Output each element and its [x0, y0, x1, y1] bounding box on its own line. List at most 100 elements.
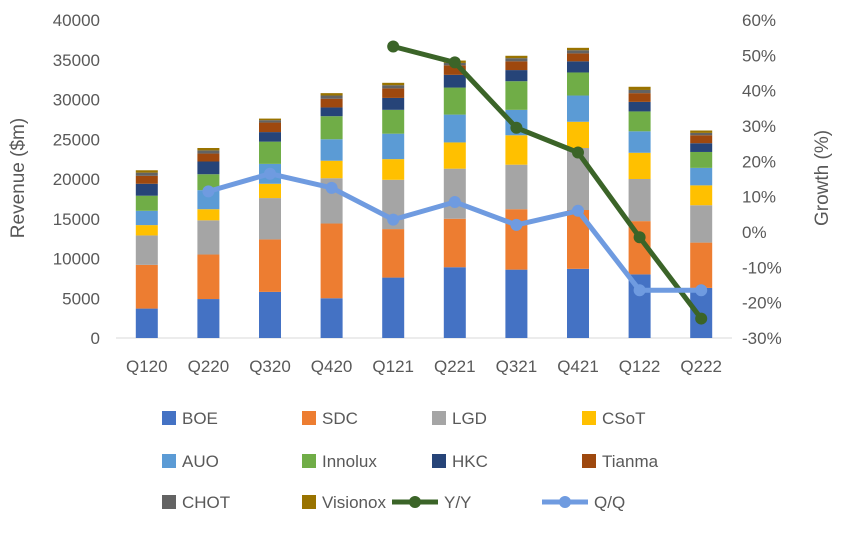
- bar-segment-boe: [320, 298, 343, 338]
- y-tick-label: 0: [91, 329, 100, 348]
- bar-segment-tianma: [690, 135, 713, 144]
- x-tick-label: Q220: [188, 357, 230, 376]
- bar-segment-auo: [567, 95, 589, 122]
- x-tick-label: Q321: [496, 357, 538, 376]
- y2-tick-label: -20%: [742, 294, 782, 313]
- bar-segment-innolux: [628, 111, 651, 132]
- y2-tick-label: -30%: [742, 329, 782, 348]
- x-tick-label: Q221: [434, 357, 476, 376]
- line-marker-qq: [325, 181, 338, 194]
- line-marker-qq: [264, 167, 276, 180]
- bar-segment-csot: [135, 225, 158, 236]
- legend-swatch: [582, 454, 596, 468]
- legend-label: SDC: [322, 409, 358, 428]
- y-tick-label: 15000: [53, 210, 100, 229]
- bar-segment-tianma: [505, 61, 528, 71]
- line-marker-yy: [572, 146, 584, 159]
- bar-segment-boe: [135, 308, 158, 338]
- bar-segment-sdc: [567, 210, 589, 269]
- bar-segment-csot: [443, 142, 466, 169]
- bar-segment-chot: [690, 132, 713, 136]
- legend-label: Y/Y: [444, 493, 471, 512]
- bar-segment-sdc: [320, 223, 343, 299]
- legend-label: Tianma: [602, 452, 659, 471]
- bar-segment-sdc: [628, 221, 651, 275]
- stacked-bars: [135, 47, 713, 338]
- bar-segment-chot: [135, 172, 158, 176]
- y-tick-label: 5000: [62, 289, 100, 308]
- bar-segment-tianma: [320, 98, 343, 108]
- legend-swatch: [432, 454, 446, 468]
- legend-marker: [559, 496, 571, 508]
- y2-tick-label: 20%: [742, 152, 776, 171]
- legend-swatch: [432, 411, 446, 425]
- line-marker-yy: [510, 121, 523, 134]
- bar-segment-chot: [567, 50, 589, 54]
- bar-segment-sdc: [135, 264, 158, 309]
- legend-swatch: [162, 495, 176, 509]
- y2-tick-label: 40%: [742, 82, 776, 101]
- bar-segment-csot: [197, 209, 220, 221]
- legend-swatch: [582, 411, 596, 425]
- bar-segment-lgd: [259, 198, 281, 240]
- bar-segment-hkc: [443, 74, 466, 88]
- bar-segment-visionox: [197, 147, 220, 151]
- line-marker-qq: [633, 284, 646, 297]
- line-marker-qq: [510, 218, 523, 231]
- bar-segment-visionox: [259, 118, 281, 121]
- bar-segment-csot: [628, 152, 651, 179]
- bar-segment-hkc: [690, 143, 713, 152]
- bar-segment-auo: [197, 190, 220, 210]
- y2-tick-label: 60%: [742, 11, 776, 30]
- x-tick-label: Q421: [557, 357, 599, 376]
- line-marker-yy: [448, 56, 461, 69]
- bar-segment-visionox: [505, 55, 528, 59]
- line-marker-qq: [695, 284, 708, 297]
- legend-swatch: [302, 495, 316, 509]
- bar-segment-visionox: [135, 170, 158, 173]
- bar-segment-lgd: [197, 220, 220, 255]
- bar-segment-boe: [382, 277, 405, 338]
- legend-label: BOE: [182, 409, 218, 428]
- legend-label: AUO: [182, 452, 219, 471]
- legend-marker: [409, 496, 421, 508]
- bar-segment-hkc: [567, 61, 589, 73]
- legend-swatch: [162, 411, 176, 425]
- bar-segment-visionox: [690, 130, 713, 133]
- bar-segment-tianma: [197, 153, 220, 162]
- bar-segment-chot: [320, 95, 343, 99]
- bar-segment-chot: [382, 85, 405, 89]
- x-tick-label: Q120: [126, 357, 168, 376]
- bar-segment-boe: [259, 291, 281, 338]
- bar-segment-innolux: [567, 72, 589, 96]
- bar-segment-boe: [197, 299, 220, 338]
- bar-segment-innolux: [197, 174, 220, 191]
- bar-segment-tianma: [135, 175, 158, 184]
- line-marker-qq: [572, 204, 584, 217]
- y-tick-label: 40000: [53, 11, 100, 30]
- line-marker-yy: [387, 40, 400, 53]
- bar-segment-auo: [135, 210, 158, 226]
- bar-segment-visionox: [567, 47, 589, 51]
- y-axis-title: Revenue ($m): [8, 118, 29, 238]
- y2-tick-label: -10%: [742, 258, 782, 277]
- bar-segment-auo: [690, 167, 713, 186]
- y2-axis-ticks: -30% -20% -10% 0% 10% 20% 30% 40% 50% 60%: [742, 11, 782, 348]
- bar-segment-csot: [505, 135, 528, 165]
- legend-label: HKC: [452, 452, 488, 471]
- bar-segment-csot: [690, 185, 713, 206]
- bar-segment-chot: [259, 120, 281, 123]
- bar-segment-csot: [382, 159, 405, 180]
- bar-segment-lgd: [135, 235, 158, 265]
- legend-label: Visionox: [322, 493, 386, 512]
- growth-lines: [202, 40, 708, 325]
- bar-segment-sdc: [259, 239, 281, 292]
- bar-segment-boe: [567, 268, 589, 338]
- legend-label: Q/Q: [594, 493, 625, 512]
- x-tick-label: Q320: [249, 357, 291, 376]
- bar-segment-lgd: [628, 179, 651, 222]
- x-tick-label: Q121: [372, 357, 414, 376]
- bar-segment-tianma: [382, 88, 405, 98]
- bar-segment-csot: [320, 160, 343, 179]
